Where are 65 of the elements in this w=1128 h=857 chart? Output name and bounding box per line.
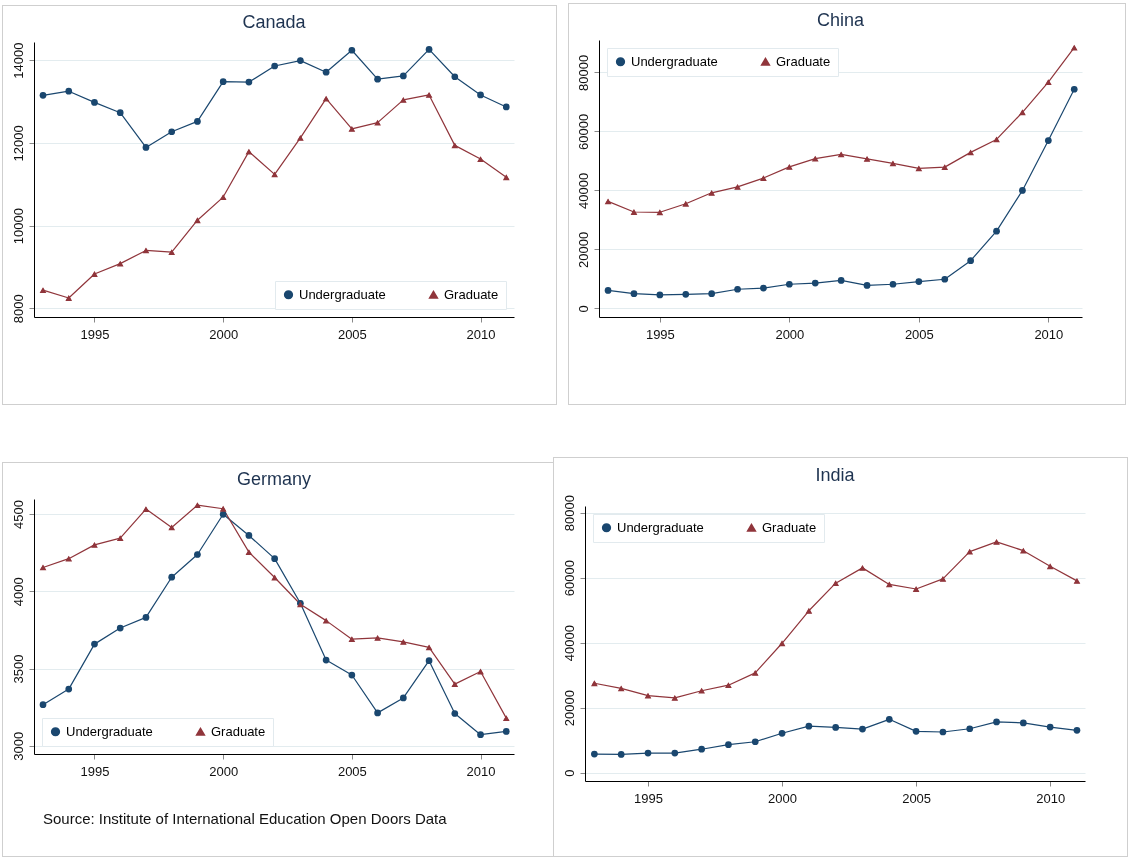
x-tick-label: 2005 [337, 763, 367, 779]
x-tick-label: 1995 [80, 763, 110, 779]
point [1044, 137, 1052, 144]
chart-title: Germany [236, 469, 312, 489]
point [91, 99, 98, 106]
y-tick-label: 60000 [561, 560, 577, 597]
point [91, 271, 98, 277]
legend-label: Undergraduate [617, 519, 704, 535]
chart-title: India [815, 464, 856, 485]
chart-title: China [816, 10, 865, 30]
point [271, 555, 278, 562]
x-tick-label: 2000 [209, 326, 239, 342]
y-tick-label: 20000 [575, 231, 591, 269]
point [374, 635, 381, 641]
legend-label: Undergraduate [631, 53, 718, 69]
point [297, 57, 304, 64]
legend-label: Graduate [762, 519, 817, 535]
y-tick-label: 4500 [10, 500, 26, 529]
x-tick-label: 2010 [1034, 326, 1064, 342]
x-tick-label: 2005 [904, 326, 934, 342]
y-tick-label: 12000 [10, 125, 26, 162]
point [91, 542, 98, 548]
point [760, 175, 767, 181]
point [725, 741, 732, 749]
y-tick-label: 4000 [10, 577, 26, 607]
x-tick-label: 2010 [466, 326, 496, 342]
point [477, 156, 484, 162]
x-tick-label: 2010 [466, 763, 496, 779]
legend-label: Undergraduate [299, 286, 386, 302]
y-tick-label: 0 [575, 305, 591, 313]
y-tick-label: 3000 [10, 731, 26, 761]
y-tick-label: 80000 [575, 54, 591, 92]
legend-label: Undergraduate [66, 723, 153, 739]
chart-title: Canada [242, 12, 307, 32]
x-tick-label: 2000 [209, 763, 239, 779]
y-tick-label: 10000 [10, 208, 26, 245]
x-tick-label: 2000 [768, 790, 798, 806]
point [734, 184, 741, 190]
y-tick-label: 80000 [561, 495, 577, 532]
point [297, 135, 304, 141]
point [194, 551, 201, 558]
y-tick-label: 40000 [575, 172, 591, 210]
source-note: Source: Institute of International Education Open Doors Data [43, 810, 447, 827]
legend-label: Graduate [211, 723, 266, 739]
y-tick-label: 60000 [575, 113, 591, 151]
point [399, 96, 407, 103]
legend-label: Graduate [444, 286, 499, 302]
point [967, 257, 974, 264]
x-tick-label: 2000 [775, 326, 805, 342]
y-tick-label: 8000 [10, 294, 26, 324]
y-tick-label: 14000 [10, 42, 26, 79]
point [832, 724, 840, 731]
point [1019, 187, 1026, 194]
x-tick-label: 1995 [80, 326, 110, 342]
x-tick-label: 2005 [902, 790, 932, 806]
x-tick-label: 1995 [645, 326, 675, 342]
legend-label: Graduate [776, 53, 831, 69]
x-tick-label: 2005 [337, 326, 367, 342]
x-tick-label: 2010 [1036, 790, 1066, 806]
point [194, 118, 201, 125]
y-tick-label: 40000 [561, 625, 577, 662]
y-tick-label: 0 [561, 769, 577, 777]
x-tick-label: 1995 [634, 790, 663, 806]
y-tick-label: 20000 [561, 690, 577, 727]
y-tick-label: 3500 [10, 654, 26, 684]
